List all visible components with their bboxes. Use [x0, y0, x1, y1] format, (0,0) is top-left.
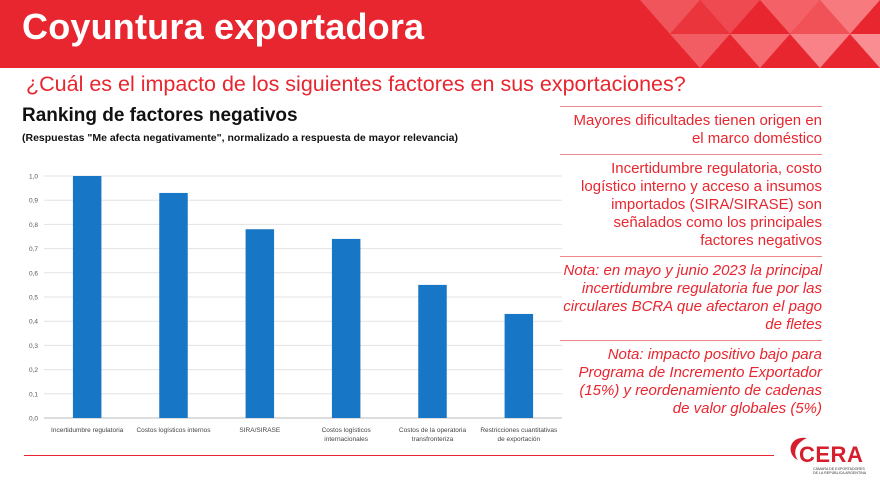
bar-chart: 0,0 0,1 0,2 0,3 0,4 0,5 0,6 0,7 0,8 0,9 1,0 Incerti…	[29, 174, 562, 443]
chart-title: Ranking de factores negativos	[22, 105, 298, 126]
y-tick-label: 0,9	[29, 198, 38, 205]
bar	[418, 284, 447, 418]
y-tick-label: 0,6	[29, 270, 38, 277]
bar	[72, 176, 102, 418]
y-tick-label: 0,4	[29, 319, 38, 326]
bar	[245, 229, 275, 418]
bar	[331, 238, 361, 418]
note-main-factors: Incertidumbre regulatoria, costo logísti…	[560, 154, 822, 256]
cera-logo: CERA Cámara de Exportadores de la Repúbl…	[785, 434, 867, 484]
logo-tagline: Cámara de Exportadores de la República A…	[813, 467, 867, 476]
bar	[504, 313, 534, 418]
footer-divider	[24, 455, 774, 456]
y-tick-label: 0,5	[29, 295, 38, 302]
page-title: Coyuntura exportadora	[22, 6, 425, 47]
y-tick-label: 0,1	[29, 391, 38, 398]
bar	[159, 192, 188, 418]
y-tick-label: 1,0	[29, 174, 38, 181]
x-tick-label: Incertidumbre regulatoria	[51, 427, 124, 434]
x-tick-label: Costos logísticos internos	[136, 427, 211, 434]
x-tick-label: SIRA/SIRASE	[239, 427, 280, 434]
survey-question: ¿Cuál es el impacto de los siguientes fa…	[26, 72, 686, 96]
y-tick-label: 0,3	[29, 343, 38, 350]
notes-panel: Mayores dificultades tienen origen en el…	[560, 106, 822, 424]
header-banner: Coyuntura exportadora	[0, 0, 880, 68]
x-tick-label: Costos logísticos	[322, 427, 372, 434]
cera-swoosh-icon	[790, 437, 807, 460]
y-tick-label: 0,2	[29, 367, 38, 374]
x-tick-label: de exportación	[498, 436, 541, 443]
header-decoration	[640, 0, 880, 68]
x-tick-label: Restricciones cuantitativas	[480, 427, 558, 434]
x-tick-label: Costos de la operatoria	[399, 427, 467, 434]
logo-wordmark: CERA	[799, 442, 864, 467]
y-tick-label: 0,7	[29, 246, 38, 253]
note-positive-impact: Nota: impacto positivo bajo para Program…	[560, 340, 822, 424]
x-tick-label: transfronteriza	[412, 436, 454, 443]
note-bcra: Nota: en mayo y junio 2023 la principal …	[560, 256, 822, 340]
y-tick-label: 0,0	[29, 416, 38, 423]
note-domestic: Mayores dificultades tienen origen en el…	[560, 106, 822, 154]
chart-subtitle: (Respuestas "Me afecta negativamente", n…	[22, 132, 458, 144]
x-tick-label: internacionales	[324, 436, 368, 443]
y-tick-label: 0,8	[29, 222, 38, 229]
